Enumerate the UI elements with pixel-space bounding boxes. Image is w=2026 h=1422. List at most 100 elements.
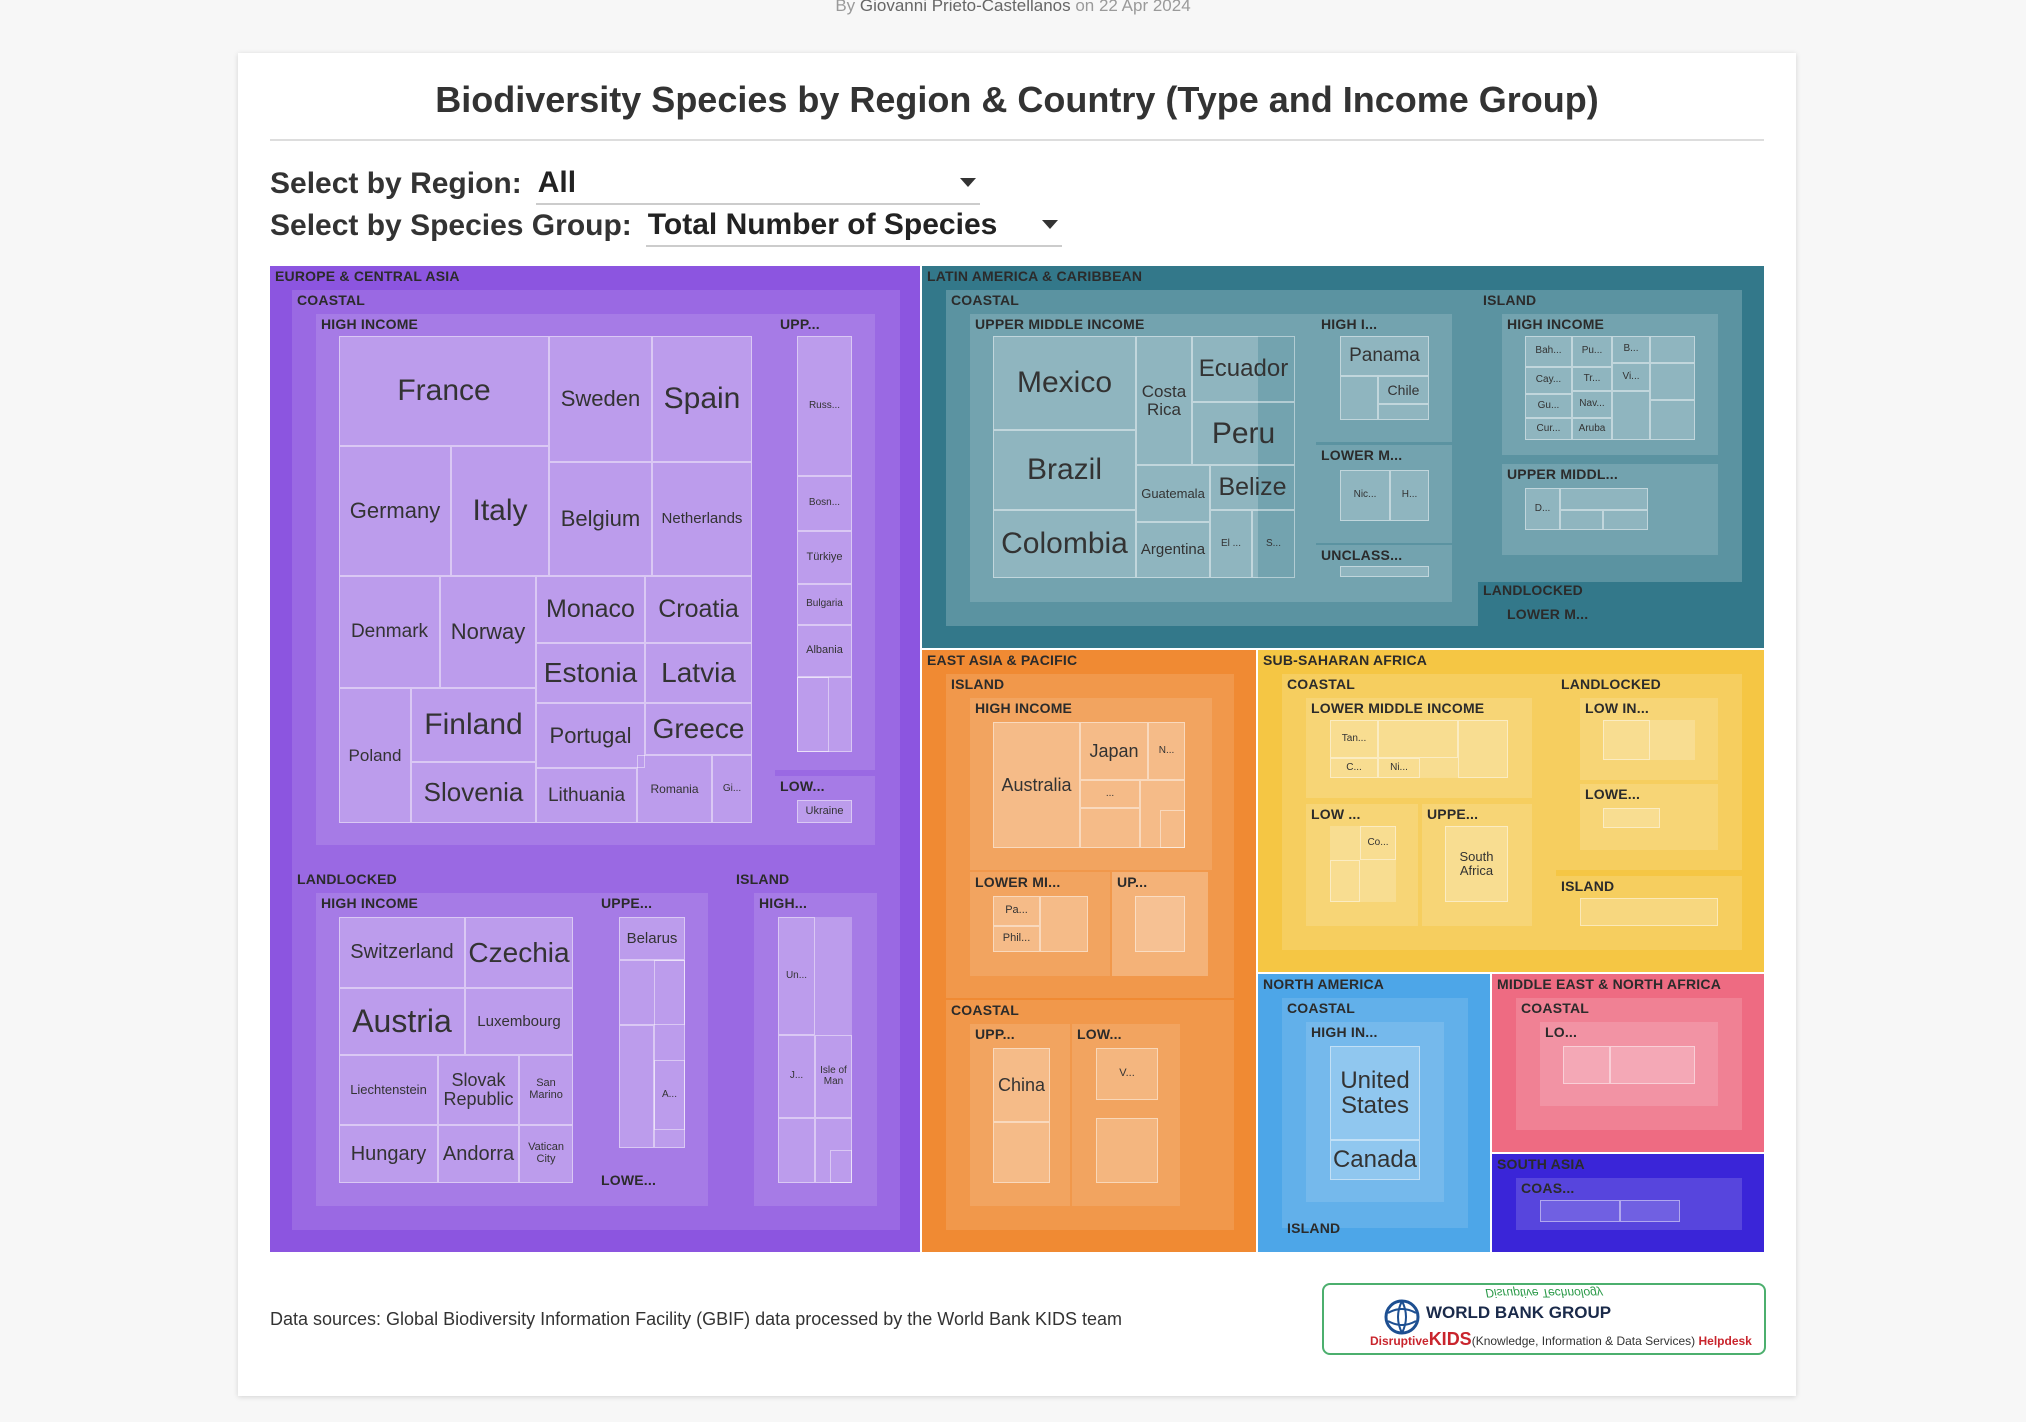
treemap-leaf-russ[interactable]: Russ... bbox=[797, 336, 852, 476]
treemap-leaf[interactable] bbox=[619, 960, 685, 1025]
treemap-leaf-sweden[interactable]: Sweden bbox=[549, 336, 652, 462]
lac-island-um-leaves[interactable] bbox=[1525, 488, 1648, 530]
treemap-leaf[interactable] bbox=[1140, 780, 1185, 848]
treemap-leaf-isle-of-man[interactable]: Isle of Man bbox=[815, 1035, 852, 1118]
lac-hi-leaves[interactable] bbox=[1340, 336, 1429, 420]
treemap-leaf-czechia[interactable]: Czechia bbox=[465, 917, 573, 988]
treemap-leaf[interactable] bbox=[1040, 896, 1088, 952]
treemap-leaf-costa-rica[interactable]: Costa Rica bbox=[1136, 336, 1192, 465]
treemap-leaf[interactable] bbox=[654, 960, 685, 1148]
treemap-group-lac-coastal[interactable]: COASTAL bbox=[946, 290, 1478, 626]
treemap-leaf-australia[interactable]: Australia bbox=[993, 722, 1080, 848]
treemap-leaf-portugal[interactable]: Portugal bbox=[536, 703, 645, 768]
treemap-leaf[interactable] bbox=[1378, 404, 1429, 420]
treemap-leaf-vatican[interactable]: Vatican City bbox=[519, 1125, 573, 1183]
eca-upp-leaves[interactable] bbox=[797, 336, 852, 752]
treemap-group-eap-coastal[interactable]: COASTAL bbox=[946, 1000, 1234, 1230]
treemap-group-ssa-land-lowe[interactable]: LOWE... bbox=[1580, 784, 1718, 850]
treemap-leaf[interactable] bbox=[1378, 720, 1458, 758]
treemap-group-mena-coastal[interactable]: COASTAL bbox=[1516, 998, 1742, 1130]
treemap-leaf[interactable] bbox=[1650, 336, 1695, 363]
eap-lm-leaves[interactable] bbox=[993, 896, 1088, 952]
treemap-group-eap-coastal-low[interactable]: LOW... bbox=[1072, 1024, 1180, 1206]
treemap-leaf[interactable] bbox=[1580, 898, 1718, 926]
treemap-leaf-luxembourg[interactable]: Luxembourg bbox=[465, 988, 573, 1055]
treemap-leaf-tr[interactable]: Tr... bbox=[1572, 367, 1612, 391]
treemap-group-sa-coas[interactable]: COAS... bbox=[1516, 1178, 1742, 1230]
treemap-leaf-bosn[interactable]: Bosn... bbox=[797, 476, 852, 531]
treemap-group-eca-land-uppe[interactable]: UPPE... bbox=[596, 893, 708, 1170]
treemap-leaf-guatemala[interactable]: Guatemala bbox=[1136, 465, 1210, 522]
treemap-leaf[interactable] bbox=[1340, 376, 1378, 420]
treemap-leaf[interactable] bbox=[797, 677, 829, 752]
mena-lo-leaves[interactable] bbox=[1563, 1046, 1695, 1084]
treemap-leaf-spain[interactable]: Spain bbox=[652, 336, 752, 462]
treemap-leaf-n-dots[interactable]: N... bbox=[1148, 722, 1185, 780]
treemap-leaf-slovak[interactable]: Slovak Republic bbox=[438, 1055, 519, 1125]
treemap-leaf[interactable] bbox=[1620, 1200, 1680, 1222]
treemap-region-lac[interactable]: LATIN AMERICA & CARIBBEAN bbox=[922, 266, 1766, 650]
treemap-leaf-hungary[interactable]: Hungary bbox=[339, 1125, 438, 1183]
treemap-leaf-gu[interactable]: Gu... bbox=[1525, 394, 1572, 418]
treemap-group-eap-island[interactable]: ISLAND bbox=[946, 674, 1234, 998]
treemap-group-lac-island-um[interactable]: UPPER MIDDL... bbox=[1502, 464, 1718, 555]
treemap-leaf-bah[interactable]: Bah... bbox=[1525, 336, 1572, 367]
treemap-leaf-belgium[interactable]: Belgium bbox=[549, 462, 652, 576]
treemap-group-eca-coastal[interactable]: COASTAL bbox=[292, 290, 900, 869]
treemap-group-eca-land-lowe[interactable]: LOWE... bbox=[596, 1170, 708, 1206]
treemap-leaf-san-marino[interactable]: San Marino bbox=[519, 1055, 573, 1125]
treemap-leaf-phil[interactable]: Phil... bbox=[993, 926, 1040, 952]
treemap-leaf[interactable] bbox=[1563, 1046, 1610, 1084]
treemap-group-eap-island-hi[interactable]: HIGH INCOME bbox=[970, 698, 1212, 870]
treemap-leaf[interactable] bbox=[1603, 720, 1650, 760]
treemap-leaf-nav[interactable]: Nav... bbox=[1572, 391, 1612, 418]
treemap-leaf-albania[interactable]: Albania bbox=[797, 625, 852, 677]
treemap-group-lac-land-lm[interactable]: LOWER M... bbox=[1502, 604, 1718, 626]
treemap-leaf[interactable] bbox=[1603, 510, 1648, 530]
treemap-leaf[interactable] bbox=[1330, 860, 1360, 902]
treemap-leaf-brazil[interactable]: Brazil bbox=[993, 430, 1136, 510]
treemap-leaf-pu[interactable]: Pu... bbox=[1572, 336, 1612, 367]
treemap-group-ssa-coastal-low[interactable]: LOW ... bbox=[1306, 804, 1418, 926]
treemap-group-na-coastal-hi[interactable]: HIGH IN... bbox=[1306, 1022, 1444, 1202]
treemap-leaf-norway[interactable]: Norway bbox=[440, 576, 536, 688]
treemap-group-ssa-land[interactable]: LANDLOCKED bbox=[1556, 674, 1742, 870]
treemap-group-eap-island-up[interactable]: UP... bbox=[1112, 872, 1208, 976]
treemap-region-eap[interactable]: EAST ASIA & PACIFIC bbox=[922, 650, 1258, 1254]
treemap-region-mena[interactable]: MIDDLE EAST & NORTH AFRICA bbox=[1492, 974, 1766, 1154]
treemap-leaf-germany[interactable]: Germany bbox=[339, 446, 451, 576]
treemap-leaf-tan[interactable]: Tan... bbox=[1330, 720, 1378, 758]
treemap-group-lac-coastal-umi[interactable]: UPPER MIDDLE INCOME bbox=[970, 314, 1316, 602]
treemap-leaf[interactable] bbox=[1560, 488, 1648, 510]
eca-hi-leaves[interactable] bbox=[339, 336, 752, 823]
treemap-group-ssa-island[interactable]: ISLAND bbox=[1556, 876, 1742, 950]
treemap-leaf-h-dots[interactable]: H... bbox=[1390, 470, 1429, 521]
ssa-land-low-leaves[interactable] bbox=[1603, 720, 1695, 760]
treemap-group-eca-land[interactable]: LANDLOCKED bbox=[292, 869, 731, 1230]
treemap-leaf[interactable] bbox=[1540, 1200, 1620, 1222]
treemap-leaf-netherlands[interactable]: Netherlands bbox=[652, 462, 752, 576]
treemap-leaf-finland[interactable]: Finland bbox=[411, 688, 536, 762]
treemap-leaf-italy[interactable]: Italy bbox=[451, 446, 549, 576]
treemap-leaf[interactable] bbox=[1560, 510, 1603, 530]
treemap-leaf-a-dots[interactable]: A... bbox=[654, 1060, 685, 1130]
treemap-leaf[interactable] bbox=[993, 1122, 1050, 1183]
treemap-leaf-poland[interactable]: Poland bbox=[339, 688, 411, 823]
na-hi-leaves[interactable] bbox=[1330, 1046, 1420, 1180]
treemap-leaf-vi[interactable]: Vi... bbox=[1612, 363, 1650, 391]
treemap-leaf-d-dots[interactable]: D... bbox=[1525, 488, 1560, 530]
treemap-group-eca-land-hi[interactable]: HIGH INCOME bbox=[316, 893, 596, 1206]
treemap-leaf-united-states[interactable]: United States bbox=[1330, 1046, 1420, 1140]
treemap-group-eca-coastal-upp[interactable]: UPP... bbox=[775, 314, 875, 770]
treemap-leaf[interactable] bbox=[1160, 810, 1185, 848]
treemap-group-ssa-land-low[interactable]: LOW IN... bbox=[1580, 698, 1718, 780]
byline-author[interactable]: Giovanni Prieto-Castellanos bbox=[859, 0, 1071, 15]
treemap-leaf-denmark[interactable]: Denmark bbox=[339, 576, 440, 688]
treemap-leaf-estonia[interactable]: Estonia bbox=[536, 643, 645, 703]
treemap-leaf-peru[interactable]: Peru bbox=[1192, 402, 1295, 465]
treemap-group-mena-coastal-lo[interactable]: LO... bbox=[1540, 1022, 1718, 1106]
treemap-leaf-monaco[interactable]: Monaco bbox=[536, 576, 645, 643]
lac-umi-leaves[interactable] bbox=[993, 336, 1258, 578]
treemap-leaf-gi[interactable]: Gi... bbox=[712, 755, 752, 823]
treemap-leaf[interactable] bbox=[778, 1118, 815, 1183]
